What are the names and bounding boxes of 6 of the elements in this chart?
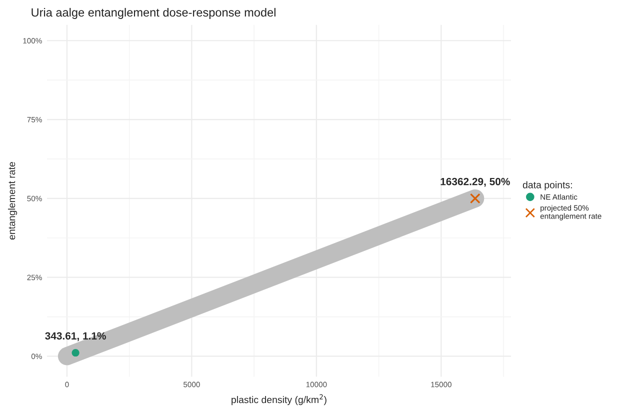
y-axis-title: entanglement rate (8, 162, 18, 240)
annotation: 16362.29, 50% (440, 178, 510, 187)
x-axis-title: plastic density (g/km$^{2}$) (232, 394, 326, 406)
chart-title: Uria aalge entanglement dose-response model (32, 8, 276, 19)
legend-title: data points: (522, 181, 572, 190)
annotation: 343.61, 1.1% (45, 332, 106, 342)
